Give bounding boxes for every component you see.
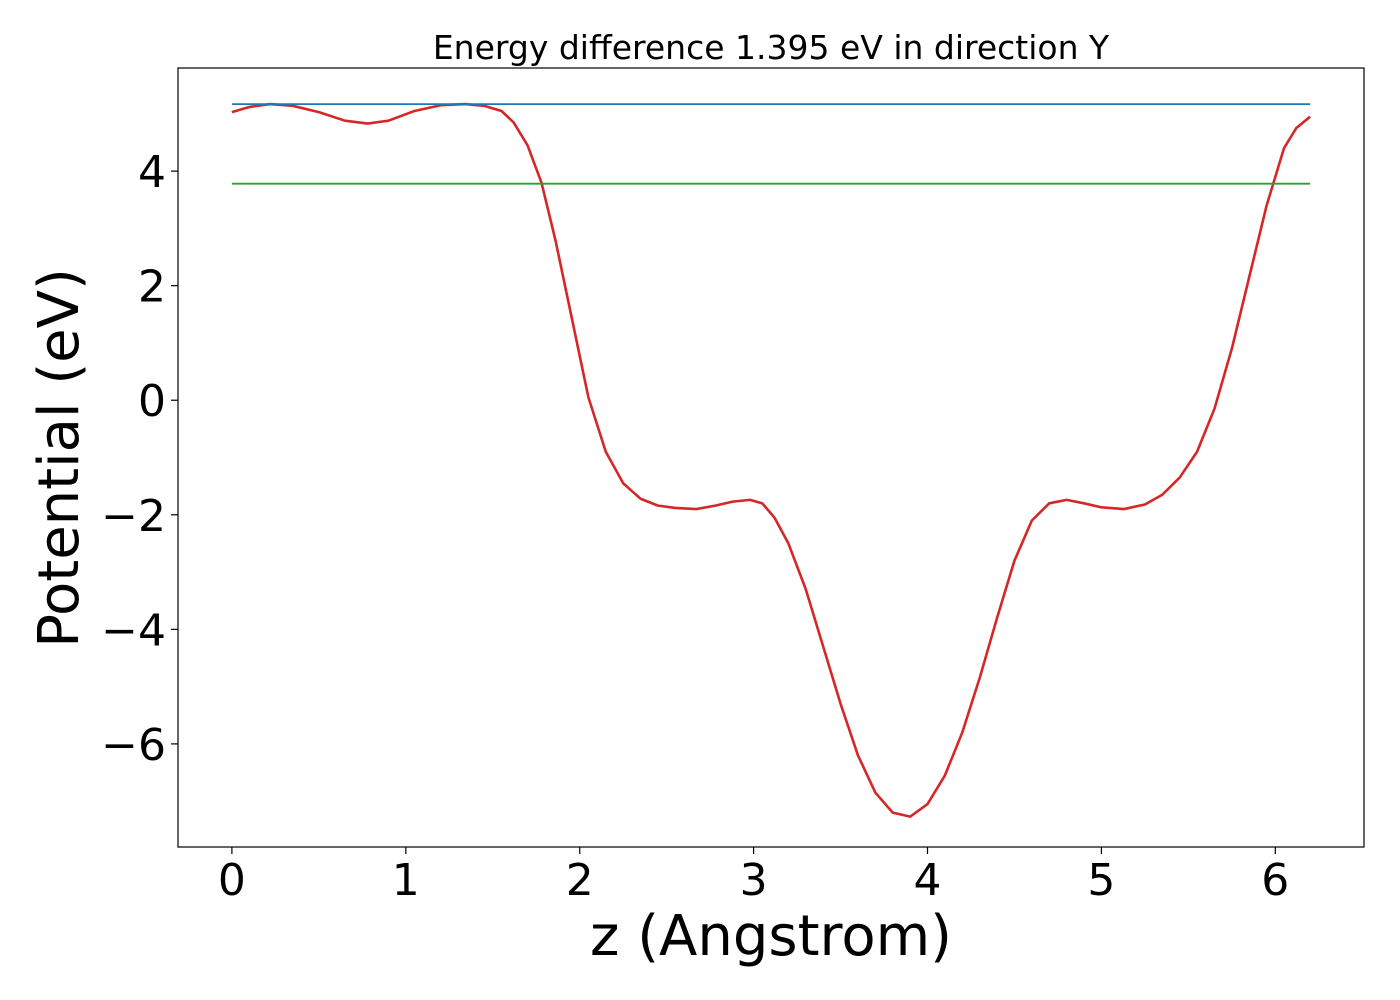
x-tick-label: 0: [218, 855, 246, 906]
y-tick-label: −6: [101, 720, 166, 771]
x-axis: 0 1 2 3 4 5 6: [218, 847, 1289, 906]
y-tick-label: −2: [101, 491, 166, 542]
x-tick-label: 4: [914, 855, 942, 906]
x-tick-label: 3: [740, 855, 768, 906]
plot-frame: [177, 67, 1365, 848]
y-axis-label: Potential (eV): [27, 268, 92, 648]
x-tick-label: 2: [566, 855, 594, 906]
x-tick-label: 5: [1087, 855, 1115, 906]
y-axis: −6 −4 −2 0 2 4: [101, 147, 178, 771]
x-tick-label: 1: [392, 855, 420, 906]
x-tick-label: 6: [1261, 855, 1289, 906]
y-tick-label: 0: [138, 376, 166, 427]
y-tick-label: 2: [138, 262, 166, 313]
series-line-0: [231, 102, 1311, 818]
x-axis-label: z (Angstrom): [590, 904, 952, 969]
series-layer: [231, 102, 1311, 818]
y-tick-label: 4: [138, 147, 166, 198]
chart-title: Energy difference 1.395 eV in direction …: [433, 28, 1110, 67]
y-tick-label: −4: [101, 605, 166, 656]
